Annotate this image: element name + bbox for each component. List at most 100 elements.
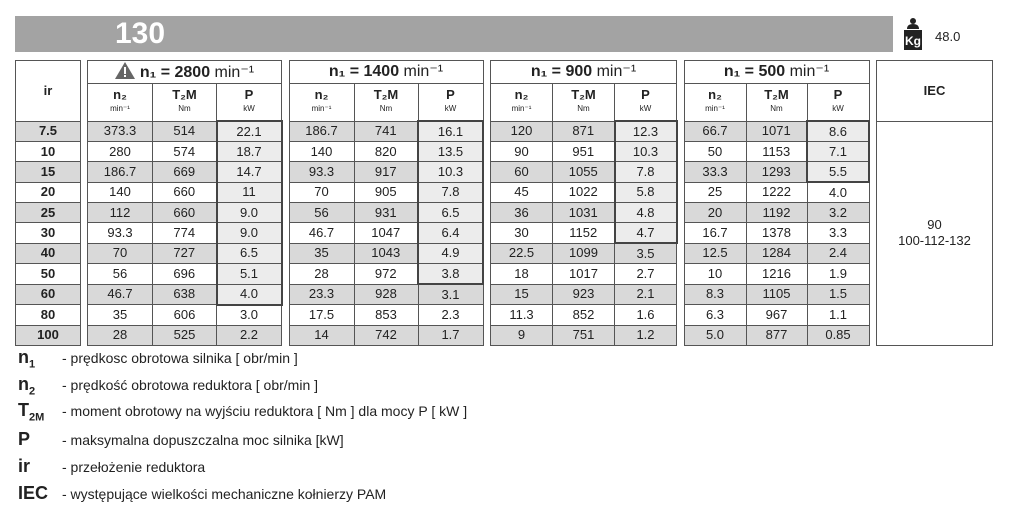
ir-cell: 60 — [15, 283, 81, 305]
n2-cell: 11.3 — [490, 304, 553, 326]
n2-cell: 36 — [490, 202, 553, 223]
torque-cell: 1105 — [745, 283, 808, 305]
n2-cell: 140 — [87, 181, 153, 203]
spacer — [482, 182, 491, 203]
speed-group-header: n₁ = 500 min⁻¹ — [683, 60, 870, 84]
torque-cell: 931 — [353, 202, 419, 223]
speed-label: n₁ = 900 — [530, 63, 597, 80]
iec-cell: 90 100-112-132 — [876, 120, 993, 346]
torque-cell: 742 — [353, 324, 419, 346]
torque-cell: 669 — [152, 161, 217, 183]
column-unit: min⁻¹ — [705, 104, 725, 114]
power-cell: 3.5 — [614, 242, 677, 264]
spacer — [868, 243, 877, 264]
n2-cell: 5.0 — [683, 324, 747, 346]
power-cell: 1.5 — [806, 283, 870, 305]
n2-cell: 46.7 — [288, 222, 355, 244]
n2-cell: 22.5 — [490, 242, 553, 264]
column-header: T₂M Nm — [353, 83, 419, 122]
spacer — [281, 161, 290, 182]
spacer — [868, 325, 877, 345]
spacer — [676, 263, 685, 284]
torque-cell: 514 — [152, 120, 217, 142]
power-cell: 3.1 — [417, 283, 484, 305]
legend-symbol: IEC — [18, 483, 48, 504]
n2-cell: 9 — [490, 324, 553, 346]
n2-cell: 70 — [288, 181, 355, 203]
power-cell: 9.0 — [215, 202, 283, 223]
ir-cell: 30 — [15, 222, 81, 244]
torque-cell: 917 — [353, 161, 419, 183]
column-unit: Nm — [770, 104, 783, 114]
spacer — [676, 60, 685, 121]
table-row: 7.5 373.3 514 22.1 186.7 741 16.1 120 871 12.3 66.… — [15, 120, 993, 346]
torque-cell: 967 — [745, 304, 808, 326]
legend-description: - maksymalna dopuszczalna moc silnika [k… — [62, 432, 344, 448]
power-cell: 10.3 — [417, 161, 484, 183]
power-cell: 4.9 — [417, 242, 484, 264]
column-symbol: n₂ — [514, 87, 529, 103]
n2-cell: 70 — [87, 242, 153, 264]
power-cell: 1.6 — [614, 304, 677, 326]
power-cell: 2.3 — [417, 304, 484, 326]
n2-cell: 14 — [288, 324, 355, 346]
column-symbol: T₂M — [764, 87, 789, 103]
torque-cell: 1017 — [552, 263, 615, 285]
ir-cell: 7.5 — [15, 120, 81, 142]
torque-cell: 1031 — [552, 202, 615, 223]
power-cell: 4.8 — [613, 202, 678, 223]
power-cell: 1.7 — [417, 324, 484, 346]
power-cell: 1.2 — [614, 324, 677, 346]
column-unit: kW — [444, 104, 457, 113]
legend-symbol-sub: 2 — [29, 385, 36, 398]
power-cell: 13.5 — [417, 141, 484, 162]
spacer — [482, 60, 491, 121]
column-symbol: T₂M — [373, 87, 399, 103]
iec-header: IEC — [876, 60, 993, 122]
n2-cell: 18 — [490, 263, 553, 285]
spacer — [482, 222, 491, 243]
spacer — [868, 141, 877, 162]
n2-cell: 56 — [288, 202, 355, 223]
spacer — [281, 121, 290, 142]
torque-cell: 638 — [152, 283, 217, 305]
n2-cell: 90 — [490, 141, 553, 162]
n2-cell: 30 — [490, 222, 553, 244]
spacer — [80, 161, 88, 182]
torque-cell: 1284 — [745, 242, 808, 264]
legend-description: - występujące wielkości mechaniczne kołn… — [62, 486, 387, 502]
ir-cell: 10 — [15, 141, 81, 162]
torque-cell: 1222 — [745, 181, 808, 203]
column-unit: Nm — [379, 104, 393, 114]
spacer — [868, 263, 877, 284]
column-symbol: n₂ — [314, 87, 329, 103]
column-symbol: P — [641, 87, 650, 102]
iec-value: 90 — [927, 217, 942, 232]
torque-cell: 1022 — [552, 181, 615, 203]
spacer — [676, 222, 685, 243]
torque-cell: 1071 — [745, 120, 808, 142]
power-cell: 18.7 — [215, 141, 283, 162]
power-cell: 10.3 — [613, 141, 678, 162]
power-cell: 4.0 — [215, 283, 283, 306]
speed-unit: min⁻¹ — [789, 63, 830, 80]
warning-icon — [114, 62, 135, 79]
ir-cell: 40 — [15, 242, 81, 264]
spacer — [676, 325, 685, 345]
performance-table: ir n₁ = 2800 min⁻¹ n₁ = 1400 min⁻¹ n₁ = 900… — [15, 60, 993, 346]
n2-cell: 17.5 — [288, 304, 355, 326]
spacer — [482, 202, 491, 223]
legend-description: - przełożenie reduktora — [62, 459, 206, 475]
torque-cell: 751 — [552, 324, 615, 346]
spacer — [80, 304, 88, 325]
spacer — [482, 161, 491, 182]
torque-cell: 853 — [353, 304, 419, 326]
n2-cell: 373.3 — [87, 120, 153, 142]
legend-symbol-main: IEC — [18, 483, 49, 503]
spacer — [482, 325, 491, 345]
svg-text:Kg: Kg — [905, 34, 921, 48]
n2-cell: 60 — [490, 161, 553, 183]
group-header-row: ir n₁ = 2800 min⁻¹ n₁ = 1400 min⁻¹ n₁ = 900… — [15, 60, 993, 122]
ir-cell: 15 — [15, 161, 81, 183]
